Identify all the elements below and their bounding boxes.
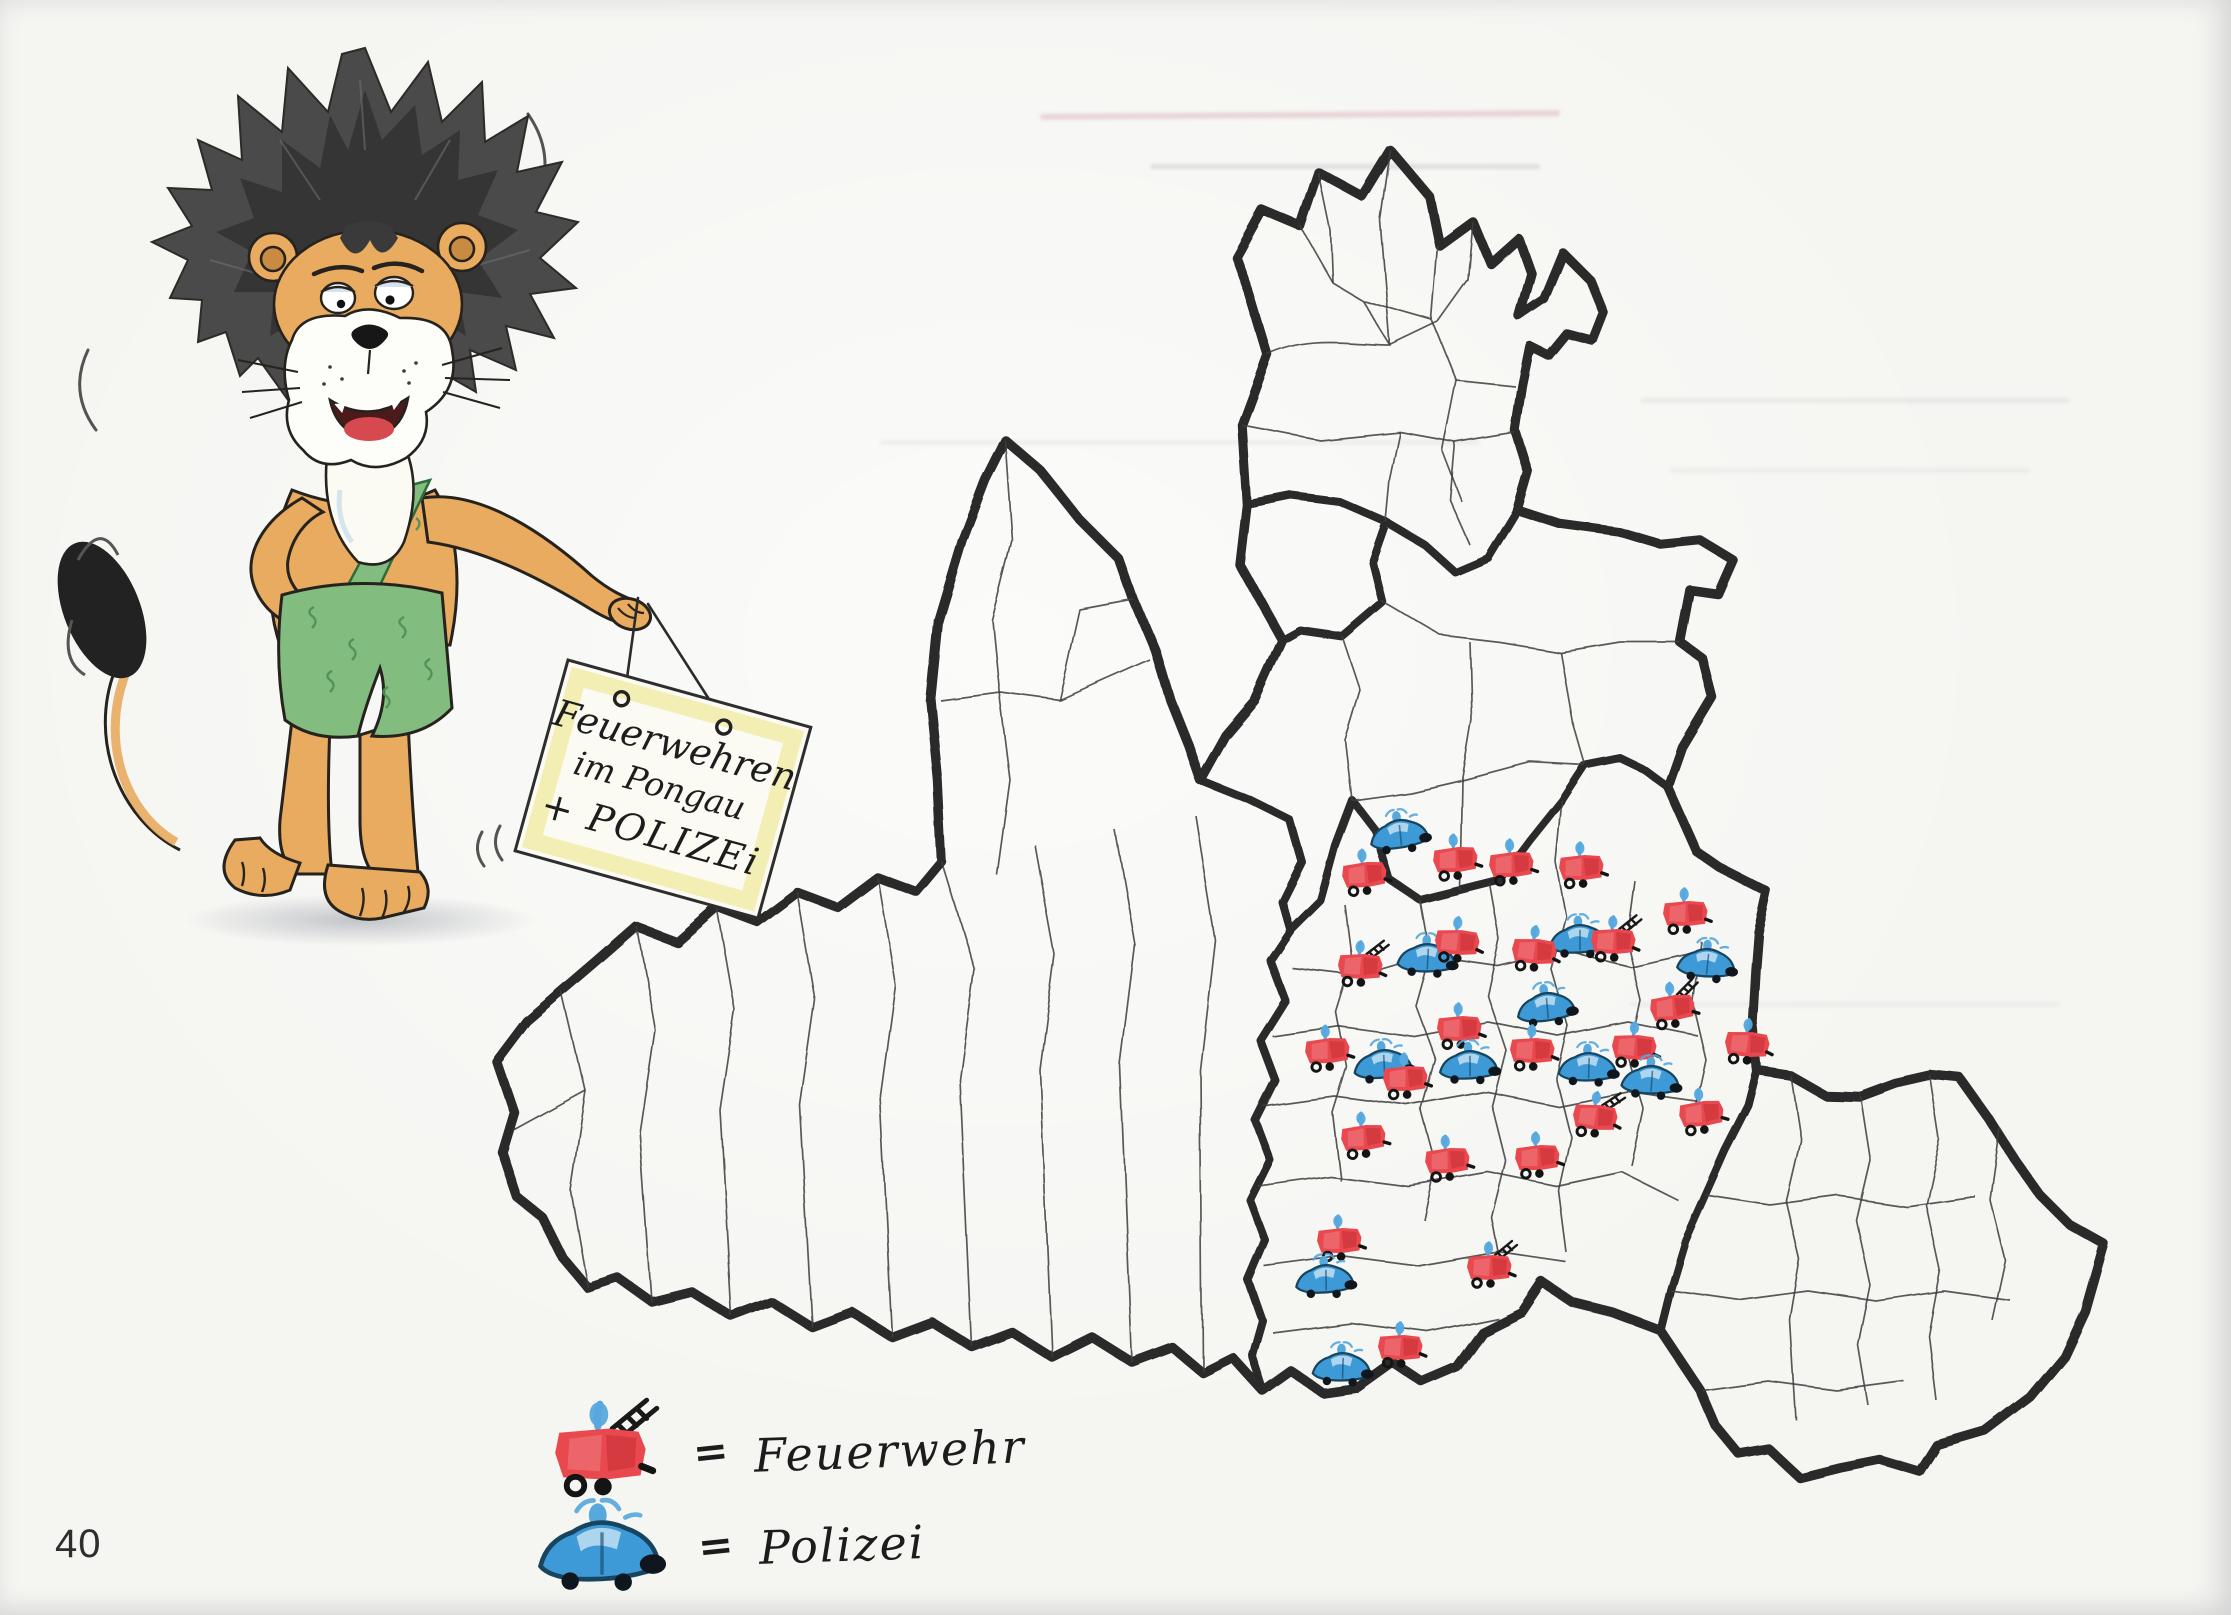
legend-item-feuerwehr: = Feuerwehr [545,1398,1027,1504]
page-number: 40 [55,1522,102,1566]
map-marker-feuerwehr [1375,1319,1429,1371]
district-border [1196,776,1306,934]
district-border-city [1236,492,1390,644]
hanging-sign: Feuerwehren im Pongau + POLIZEi [513,658,813,920]
forelock [340,221,398,254]
lion-teeth [334,399,401,413]
lion-tail [57,537,181,852]
feuerwehr-truck-icon [545,1398,667,1504]
map-borders [492,145,2109,1483]
motion-lines [78,112,547,868]
tail-tuft [57,541,147,679]
lion-tongue [344,417,394,441]
lion-legs [222,717,430,921]
lion-nose [351,324,389,349]
sign-grommet [715,718,733,736]
lion-whiskers [237,347,511,419]
map-marker-feuerwehr [1511,1129,1566,1181]
map-marker-feuerwehr [1314,1212,1368,1264]
map-marker-feuerwehr [1674,1083,1731,1139]
lion-face [237,221,511,469]
map-marker-feuerwehr [1507,1022,1561,1074]
beard-shading [336,489,355,544]
district-border [1382,506,1521,576]
district-border [1286,754,1672,934]
map-marker-polizei [1674,934,1743,987]
map-marker-feuerwehr-ladder [1648,979,1703,1031]
map-marker-polizei [1366,804,1435,858]
lion-arms [249,495,653,632]
map-marker-polizei [1557,1040,1623,1089]
lion-eyes [319,275,415,315]
lion-front-paw [323,863,430,921]
map-marker-feuerwehr [1337,1108,1393,1162]
polizei-car-icon [532,1496,672,1594]
map-marker-feuerwehr-ladder [1571,1089,1626,1141]
map-marker-feuerwehr [1660,885,1714,937]
legend-item-polizei: = Polizei [532,1496,926,1594]
legend-equals: = [690,1424,731,1478]
muzzle-freckles [322,361,418,386]
map-marker-feuerwehr [1721,1015,1777,1069]
legend-label-feuerwehr: Feuerwehr [753,1419,1027,1483]
map-marker-feuerwehr [1508,922,1564,976]
overalls-pattern [308,517,433,709]
lion-muzzle [283,308,455,469]
map-marker-feuerwehr [1556,839,1610,891]
map-marker-feuerwehr-ladder [1467,1241,1517,1288]
map-marker-feuerwehr [1429,830,1485,884]
map-marker-polizei [1514,978,1582,1030]
district-border [1244,926,1294,1396]
map-marker-polizei [1619,1052,1686,1103]
state-outline [492,145,2109,1483]
legend-label-polizei: Polizei [758,1515,927,1575]
legend-equals: = [695,1518,736,1572]
lion-illustration: Feuerwehren im Pongau + POLIZEi [57,46,813,946]
sign-grommet [612,690,631,708]
